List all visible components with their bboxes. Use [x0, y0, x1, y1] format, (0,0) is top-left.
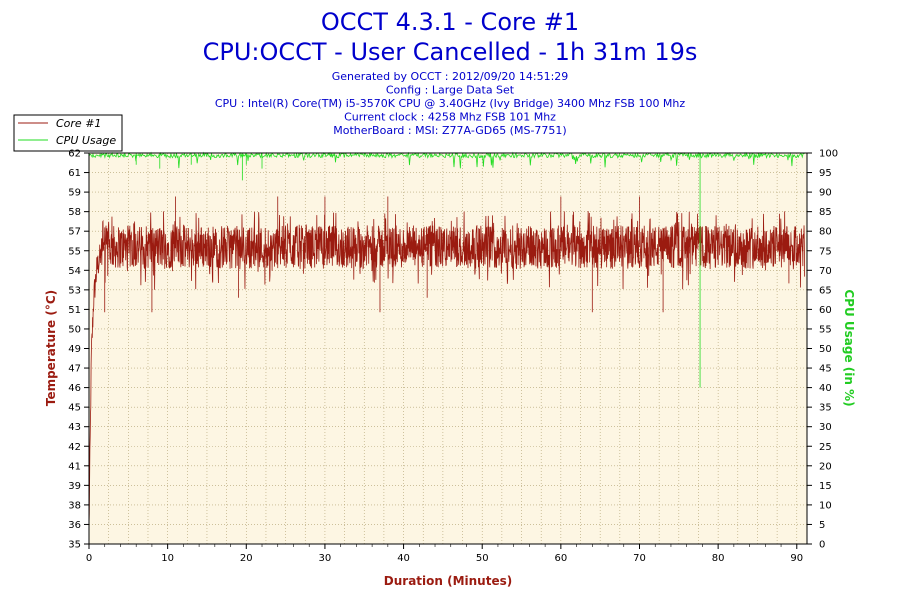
y-left-tick-label: 51 [68, 305, 81, 316]
y-left-tick-label: 58 [68, 207, 81, 218]
y-right-tick-label: 15 [819, 481, 832, 492]
y-left-tick-label: 46 [68, 383, 81, 394]
y-right-tick-label: 40 [819, 383, 832, 394]
y-left-tick-label: 62 [68, 149, 81, 160]
x-tick-label: 90 [790, 553, 803, 564]
y-left-tick-label: 53 [68, 285, 81, 296]
y-left-tick-label: 36 [68, 520, 81, 531]
y-right-tick-label: 60 [819, 305, 832, 316]
legend: Core #1 CPU Usage [13, 114, 123, 152]
y-left-tick-label: 49 [68, 344, 81, 355]
x-tick-label: 40 [397, 553, 410, 564]
y-left-tick-label: 45 [68, 403, 81, 414]
y-right-tick-label: 55 [819, 324, 832, 335]
y-right-axis-ticks: 0 5 10 15 20 25 30 35 40 45 50 55 60 65 70 75 80 85 90 95 10… [807, 149, 838, 551]
info-line: MotherBoard : MSI: Z77A-GD65 (MS-7751) [333, 124, 566, 137]
info-line: Config : Large Data Set [386, 84, 515, 97]
grid-lines [89, 153, 807, 544]
chart-title: OCCT 4.3.1 - Core #1 [321, 8, 579, 36]
y-left-tick-label: 42 [68, 442, 81, 453]
info-line: CPU : Intel(R) Core(TM) i5-3570K CPU @ 3… [215, 97, 686, 110]
info-line: Current clock : 4258 Mhz FSB 101 Mhz [344, 111, 556, 124]
x-tick-label: 20 [240, 553, 253, 564]
y-left-tick-label: 54 [68, 266, 81, 277]
y-left-tick-label: 35 [68, 540, 81, 551]
y-right-tick-label: 70 [819, 266, 832, 277]
y-right-tick-label: 30 [819, 422, 832, 433]
y-left-tick-label: 39 [68, 481, 81, 492]
y-left-axis-ticks: 35 36 38 39 41 42 43 45 46 47 49 50 51 53 54 55 57 58 59 61… [68, 149, 89, 551]
x-axis-title: Duration (Minutes) [384, 574, 512, 588]
plot-area [88, 152, 808, 545]
temperature-line [88, 196, 806, 526]
y-left-tick-label: 43 [68, 422, 81, 433]
y-left-tick-label: 41 [68, 461, 81, 472]
x-tick-label: 10 [161, 553, 174, 564]
x-tick-label: 70 [633, 553, 646, 564]
legend-box [13, 114, 123, 152]
x-tick-label: 30 [319, 553, 332, 564]
legend-label-core: Core #1 [56, 117, 101, 130]
y-right-tick-label: 5 [819, 520, 825, 531]
info-lines: Generated by OCCT : 2012/09/20 14:51:29C… [215, 70, 686, 137]
y-right-tick-label: 35 [819, 403, 832, 414]
x-tick-label: 50 [476, 553, 489, 564]
y-left-tick-label: 61 [68, 168, 81, 179]
x-tick-label: 80 [712, 553, 725, 564]
cpu-usage-line [88, 151, 805, 388]
x-axis-ticks: 0 10 20 30 40 50 60 70 80 90 [86, 544, 803, 564]
y-right-tick-label: 50 [819, 344, 832, 355]
y-right-tick-label: 100 [819, 149, 838, 160]
y-left-tick-label: 59 [68, 188, 81, 199]
series-core-1 [88, 196, 806, 526]
y-right-tick-label: 80 [819, 227, 832, 238]
y-right-axis-title: CPU Usage (in %) [842, 289, 856, 406]
x-tick-label: 0 [86, 553, 92, 564]
y-right-tick-label: 85 [819, 207, 832, 218]
y-right-tick-label: 90 [819, 188, 832, 199]
y-left-tick-label: 47 [68, 364, 81, 375]
y-right-tick-label: 20 [819, 461, 832, 472]
chart-subtitle: CPU:OCCT - User Cancelled - 1h 31m 19s [203, 38, 698, 66]
y-right-tick-label: 95 [819, 168, 832, 179]
y-right-tick-label: 75 [819, 246, 832, 257]
y-left-tick-label: 50 [68, 324, 81, 335]
y-right-tick-label: 0 [819, 540, 825, 551]
y-left-axis-title: Temperature (°C) [44, 290, 58, 406]
y-right-tick-label: 45 [819, 364, 832, 375]
info-line: Generated by OCCT : 2012/09/20 14:51:29 [332, 70, 569, 83]
y-right-tick-label: 65 [819, 285, 832, 296]
y-right-tick-label: 10 [819, 500, 832, 511]
legend-label-cpu: CPU Usage [56, 134, 116, 147]
y-left-tick-label: 57 [68, 227, 81, 238]
x-tick-label: 60 [554, 553, 567, 564]
series-cpu-usage [88, 151, 805, 388]
y-right-tick-label: 25 [819, 442, 832, 453]
y-left-tick-label: 38 [68, 500, 81, 511]
y-left-tick-label: 55 [68, 246, 81, 257]
